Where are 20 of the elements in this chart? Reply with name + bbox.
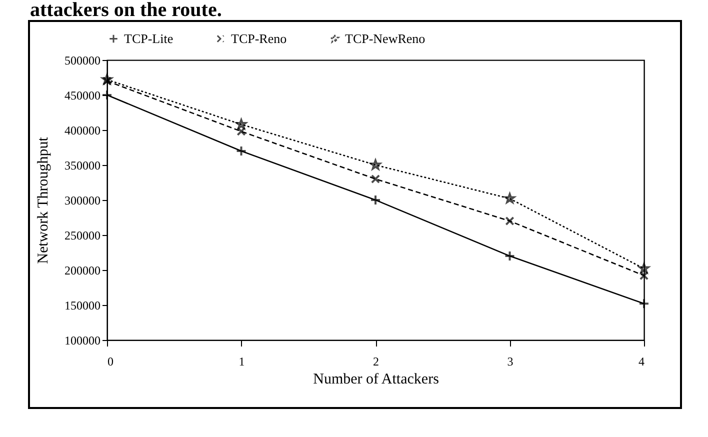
x-tick-label: 3 — [507, 354, 514, 368]
y-tick-label: 150000 — [64, 298, 100, 312]
y-tick-label: 300000 — [64, 194, 100, 208]
text: attackers on the route. — [29, 0, 223, 21]
x-tick-label: 1 — [238, 354, 245, 368]
x-tick-label: 2 — [373, 354, 379, 368]
x-axis-title: Number of Attackers — [313, 372, 440, 388]
y-tick-label: 450000 — [64, 88, 100, 102]
legend-label: TCP-Lite — [124, 30, 174, 46]
y-tick-label: 500000 — [64, 54, 100, 68]
x-tick-label: 0 — [108, 354, 114, 368]
legend-label: TCP-Reno — [231, 30, 287, 46]
y-axis-title: Network Throughput — [36, 136, 52, 264]
y-tick-label: 350000 — [64, 158, 100, 172]
y-tick-label: 200000 — [64, 264, 100, 278]
legend-label: TCP-NewReno — [345, 30, 426, 46]
y-tick-label: 100000 — [64, 334, 100, 348]
x-tick-label: 4 — [638, 354, 644, 368]
y-tick-label: 250000 — [64, 228, 100, 242]
y-tick-label: 400000 — [64, 124, 100, 138]
